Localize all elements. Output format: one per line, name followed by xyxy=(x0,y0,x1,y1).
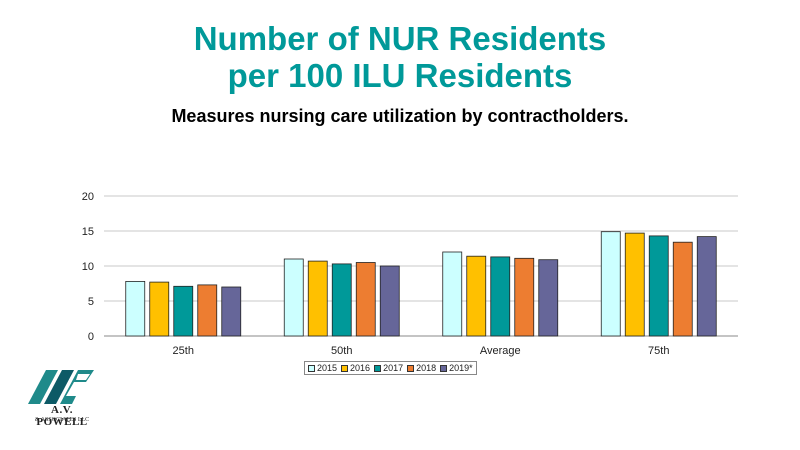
bar xyxy=(125,280,146,337)
bar xyxy=(283,258,304,337)
logo-name: A.V. POWELL xyxy=(36,404,88,428)
x-category-label: 25th xyxy=(173,345,194,357)
legend-item: 2019* xyxy=(440,363,473,373)
bar xyxy=(307,260,328,337)
slide-title: Number of NUR Residents per 100 ILU Resi… xyxy=(0,20,800,94)
bar xyxy=(379,265,400,337)
bar xyxy=(331,263,352,337)
legend-swatch xyxy=(407,364,415,372)
slide-subtitle: Measures nursing care utilization by con… xyxy=(171,106,629,126)
legend-item: 2016 xyxy=(341,363,370,373)
bar xyxy=(355,262,376,337)
legend-label: 2016 xyxy=(350,363,371,373)
bar xyxy=(197,284,218,337)
x-category-label: 50th xyxy=(331,345,352,357)
y-tick-label: 0 xyxy=(88,331,94,343)
bar xyxy=(221,286,242,337)
y-tick-label: 20 xyxy=(82,191,94,203)
x-category-label: Average xyxy=(480,345,521,357)
legend-swatch xyxy=(374,364,382,372)
bar xyxy=(624,232,645,337)
y-tick-label: 15 xyxy=(82,226,94,238)
bar xyxy=(442,251,463,337)
legend-swatch xyxy=(341,364,349,372)
y-tick-label: 10 xyxy=(82,261,94,273)
legend-label: 2015 xyxy=(317,363,338,373)
title-line-1: Number of NUR Residents xyxy=(193,20,607,57)
legend-item: 2018 xyxy=(407,363,436,373)
legend-label: 2019* xyxy=(449,363,473,373)
bar xyxy=(466,255,487,337)
title-line-2: per 100 ILU Residents xyxy=(227,57,573,94)
bar xyxy=(514,257,535,337)
logo-subtitle: & ASSOCIATES LLC xyxy=(34,417,90,423)
logo-mark-icon xyxy=(28,370,94,404)
bar xyxy=(490,256,511,337)
bar xyxy=(672,241,693,337)
legend-item: 2017 xyxy=(374,363,403,373)
legend-swatch xyxy=(308,364,315,372)
bar xyxy=(149,281,170,337)
bar xyxy=(538,259,559,337)
legend-item: 2015 xyxy=(308,363,337,373)
company-logo: A.V. POWELL & ASSOCIATES LLC xyxy=(24,366,100,430)
legend-label: 2017 xyxy=(383,363,404,373)
legend-swatch xyxy=(440,364,448,372)
bar xyxy=(696,236,717,337)
y-tick-label: 5 xyxy=(88,296,94,308)
chart-legend: 2015 2016 2017 2018 2019* xyxy=(304,361,477,375)
legend-label: 2018 xyxy=(416,363,437,373)
bar xyxy=(648,235,669,337)
bar xyxy=(173,285,194,337)
bar xyxy=(600,231,621,337)
x-category-label: 75th xyxy=(648,345,669,357)
